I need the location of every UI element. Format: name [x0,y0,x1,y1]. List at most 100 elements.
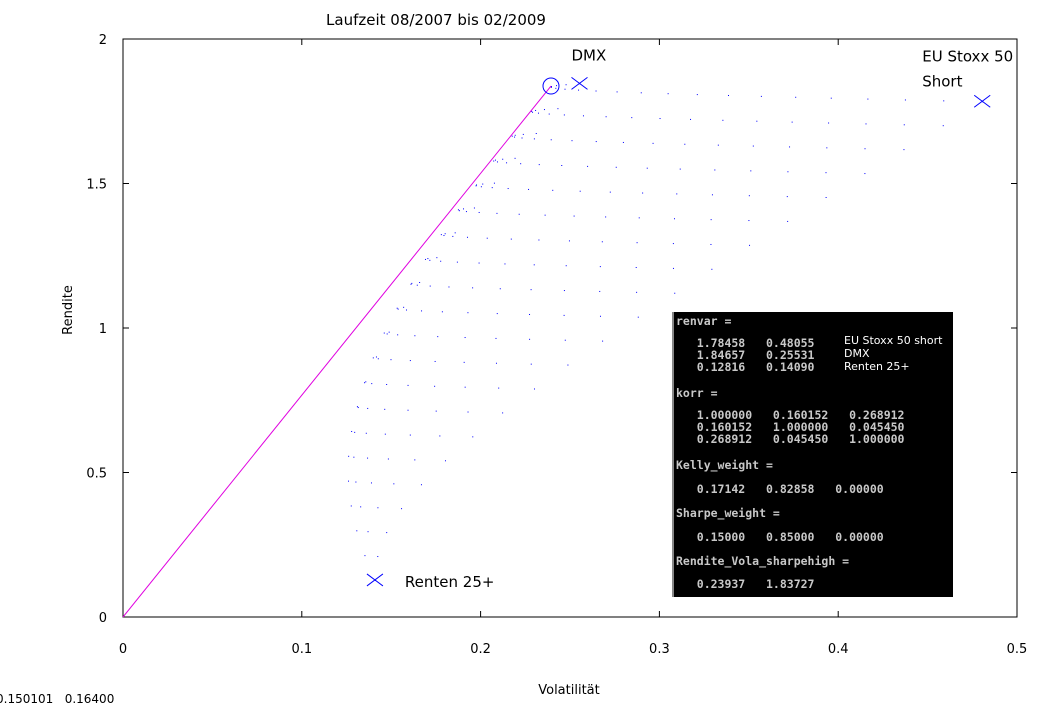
portfolio-point [499,288,501,290]
console-line: 0.15000 0.85000 0.00000 [676,530,884,544]
portfolio-point [498,387,500,389]
portfolio-point [478,262,480,264]
chart-title: Laufzeit 08/2007 bis 02/2009 [326,11,546,29]
portfolio-point [640,92,642,94]
portfolio-point [638,217,640,219]
portfolio-point [494,159,496,161]
portfolio-point [386,532,388,534]
portfolio-point [495,337,497,339]
portfolio-point [557,108,559,110]
portfolio-point [636,242,638,244]
y-tick-label: 2 [99,33,107,48]
portfolio-point [407,409,409,411]
portfolio-point [351,430,353,432]
portfolio-point [520,163,522,165]
portfolio-point [573,215,575,217]
portfolio-point [535,133,537,135]
portfolio-point [514,136,516,138]
portfolio-point [642,192,644,194]
portfolio-point [458,210,460,212]
portfolio-point [595,141,597,143]
portfolio-point [531,110,533,112]
portfolio-point [443,235,445,237]
portfolio-point [564,339,566,341]
x-tick-label: 0.1 [291,642,312,657]
portfolio-point [750,170,752,172]
portfolio-point [672,267,674,269]
portfolio-point [696,94,698,96]
portfolio-point [599,266,601,268]
portfolio-point [673,218,675,220]
portfolio-point [646,167,648,169]
portfolio-point [466,236,468,238]
portfolio-point [599,315,601,317]
portfolio-point [491,187,493,189]
portfolio-point [518,213,520,215]
portfolio-point [786,196,788,198]
portfolio-point [397,308,399,310]
portfolio-point [865,123,867,125]
portfolio-point [478,211,480,213]
portfolio-point [409,360,411,362]
portfolio-point [537,112,539,114]
asset-marker [571,76,588,90]
portfolio-point [787,220,789,222]
portfolio-point [348,455,350,457]
portfolio-point [456,261,458,263]
portfolio-point [434,385,436,387]
y-tick-label: 1.5 [86,178,107,193]
portfolio-point [407,384,409,386]
portfolio-point [756,120,758,122]
portfolio-point [393,483,395,485]
portfolio-point [582,115,584,117]
portfolio-point [401,508,403,510]
portfolio-point [441,311,443,313]
portfolio-point [414,335,416,337]
portfolio-point [543,109,545,111]
portfolio-point [622,141,624,143]
portfolio-point [533,138,535,140]
portfolio-point [903,149,905,151]
portfolio-point [496,212,498,214]
portfolio-point [354,431,356,433]
portfolio-point [507,188,509,190]
portfolio-point [565,84,567,86]
portfolio-point [571,140,573,142]
portfolio-point [826,147,828,149]
portfolio-point [397,334,399,336]
portfolio-point [421,310,423,312]
portfolio-point [567,364,569,366]
portfolio-point [390,359,392,361]
console-asset-name: EU Stoxx 50 short [844,334,943,347]
portfolio-point [502,158,504,160]
portfolio-point [377,358,379,360]
portfolio-point [521,137,523,139]
portfolio-point [552,189,554,191]
portfolio-point [372,357,374,359]
portfolio-point [538,164,540,166]
portfolio-point [429,259,431,261]
portfolio-point [464,386,466,388]
x-tick-label: 0.3 [649,642,670,657]
portfolio-point [579,190,581,192]
portfolio-point [791,121,793,123]
portfolio-point [493,182,495,184]
console-line: 1.000000 0.160152 0.268912 [676,408,905,422]
portfolio-point [365,381,367,383]
portfolio-point [825,172,827,174]
portfolio-point [414,459,416,461]
console-asset-name: Renten 25+ [844,360,910,373]
portfolio-point [942,125,944,127]
portfolio-point [364,555,366,557]
portfolio-point [472,436,474,438]
portfolio-point [454,232,456,234]
portfolio-point [595,90,597,92]
console-line: 0.17142 0.82858 0.00000 [676,482,884,496]
console-line: 0.23937 1.83727 [676,577,815,591]
portfolio-point [419,281,421,283]
x-tick-label: 0.5 [1007,642,1028,657]
console-output: renvar = 1.78458 0.48055 1.84657 0.25531… [672,312,953,597]
x-tick-label: 0.2 [470,642,491,657]
portfolio-point [371,383,373,385]
x-tick-label: 0 [119,642,127,657]
